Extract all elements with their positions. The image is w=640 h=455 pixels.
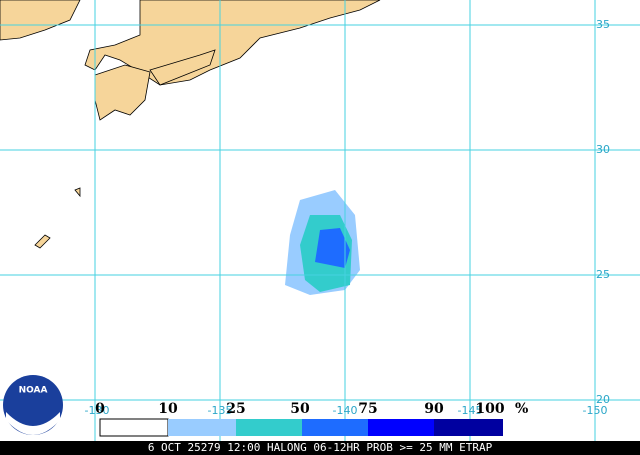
legend-label: 50 [290,401,310,417]
legend-label: 0 [95,401,105,417]
lat-labels: 35 30 25 20 [596,18,610,406]
lon-label: -130 [85,404,110,417]
lon-label: -140 [333,404,358,417]
lat-label: 35 [596,18,610,31]
legend-label: 100 [475,401,504,417]
probability-area [285,190,360,295]
noaa-logo: NOAA [3,375,63,435]
lon-labels: -130 -135 -140 -145 -150 [85,404,608,417]
legend-unit: % [515,401,528,417]
legend-label: 10 [158,401,178,417]
lat-label: 20 [596,393,610,406]
legend: % 0 10 25 50 75 90 100 [95,401,528,437]
legend-label: 25 [226,401,245,417]
lon-label: -135 [208,404,233,417]
grid [0,0,640,441]
lon-label: -145 [458,404,483,417]
legend-label: 90 [424,401,444,417]
legend-label: 75 [358,401,377,417]
land [0,0,381,249]
footer-text: 6 OCT 25279 12:00 HALONG 06-12HR PROB >=… [148,441,493,454]
lat-label: 30 [596,143,610,156]
logo-text: NOAA [19,386,48,396]
lon-label: -150 [583,404,608,417]
lat-label: 25 [596,268,610,281]
footer-bar [0,441,640,455]
